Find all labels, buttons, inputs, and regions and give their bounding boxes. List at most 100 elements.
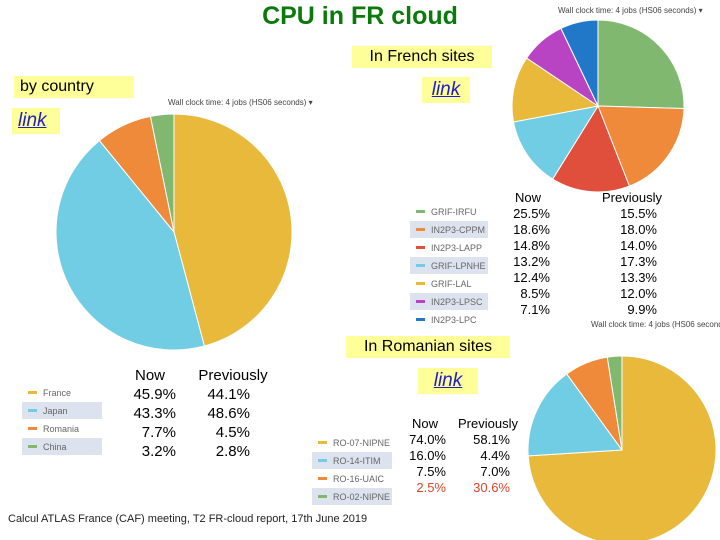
legend-swatch: [318, 495, 327, 498]
value-cell: 12.4%: [513, 270, 550, 285]
legend-item: GRIF-LPNHE: [410, 257, 488, 274]
column-header-previously: Previously: [602, 190, 662, 205]
country-prev-column: Previously 44.1% 48.6% 4.5% 2.8%: [193, 366, 273, 461]
value-cell: 2.5%: [416, 480, 446, 495]
legend-item: Romania: [22, 420, 102, 437]
value-cell: 17.3%: [620, 254, 657, 269]
pie-slice-france: [173, 113, 293, 347]
value-cell: 12.0%: [620, 286, 657, 301]
legend-item: Japan: [22, 402, 102, 419]
legend-item: IN2P3-LPC: [410, 311, 488, 328]
romanian-sites-legend: RO-07-NIPNE RO-14-ITIM RO-16-UAIC RO-02-NIP…: [312, 434, 392, 506]
romanian-prev-column: Previously 58.1% 4.4% 7.0% 30.6%: [452, 416, 524, 496]
value-cell: 44.1%: [207, 386, 250, 403]
legend-label: RO-02-NIPNE: [333, 491, 391, 502]
by-country-link[interactable]: link: [12, 108, 60, 134]
legend-label: GRIF-LAL: [431, 278, 472, 289]
legend-label: IN2P3-LAPP: [431, 242, 483, 253]
legend-item: GRIF-IRFU: [410, 203, 488, 220]
legend-label: France: [43, 387, 72, 398]
footer-text: Calcul ATLAS France (CAF) meeting, T2 FR…: [8, 513, 368, 525]
value-cell: 8.5%: [520, 286, 550, 301]
romanian-sites-pie-chart: [527, 355, 717, 540]
value-cell: 15.5%: [620, 206, 657, 221]
value-cell: 2.8%: [215, 443, 250, 460]
legend-swatch: [28, 445, 37, 448]
romanian-sites-label: In Romanian sites: [346, 336, 510, 358]
legend-label: GRIF-LPNHE: [431, 260, 486, 271]
pie-slice-in2p3-lpc: [560, 19, 599, 107]
pie-slice-grif-irfu: [597, 19, 685, 110]
french-sites-link[interactable]: link: [422, 77, 470, 103]
country-chart-caption: Wall clock time: 4 jobs (HS06 seconds) ▾: [168, 98, 313, 107]
legend-label: GRIF-IRFU: [431, 206, 477, 217]
legend-swatch: [318, 477, 327, 480]
pie-slice-in2p3-lapp: [551, 104, 631, 193]
pie-slice-china: [149, 113, 175, 233]
value-cell: 4.4%: [480, 448, 510, 463]
value-cell: 4.5%: [215, 424, 250, 441]
legend-swatch: [416, 210, 425, 213]
french-chart-caption: Wall clock time: 4 jobs (HS06 seconds) ▾: [558, 6, 703, 15]
legend-item: IN2P3-LPSC: [410, 293, 488, 310]
legend-swatch: [318, 441, 327, 444]
legend-item: France: [22, 384, 102, 401]
legend-label: RO-14-ITIM: [333, 455, 381, 466]
value-cell: 7.5%: [416, 464, 446, 479]
column-header-previously: Previously: [458, 416, 518, 431]
legend-swatch: [416, 282, 425, 285]
legend-swatch: [416, 318, 425, 321]
legend-label: RO-16-UAIC: [333, 473, 385, 484]
legend-label: China: [43, 441, 67, 452]
legend-label: IN2P3-CPPM: [431, 224, 486, 235]
legend-swatch: [28, 391, 37, 394]
value-cell: 48.6%: [207, 405, 250, 422]
value-cell: 9.9%: [627, 302, 657, 317]
legend-swatch: [416, 246, 425, 249]
value-cell: 74.0%: [409, 432, 446, 447]
legend-swatch: [28, 409, 37, 412]
legend-swatch: [318, 459, 327, 462]
french-sites-pie-chart: [511, 19, 685, 193]
value-cell: 7.1%: [520, 302, 550, 317]
value-cell: 18.6%: [513, 222, 550, 237]
french-prev-column: Previously 15.5% 18.0% 14.0% 17.3% 13.3% 12.0…: [596, 190, 668, 318]
legend-item: China: [22, 438, 102, 455]
legend-item: RO-14-ITIM: [312, 452, 392, 469]
pie-slice-in2p3-cppm: [597, 105, 685, 187]
value-cell: 16.0%: [409, 448, 446, 463]
value-cell: 7.7%: [141, 424, 176, 441]
value-cell: 14.8%: [513, 238, 550, 253]
legend-item: RO-16-UAIC: [312, 470, 392, 487]
value-cell: 13.2%: [513, 254, 550, 269]
romanian-sites-link[interactable]: link: [418, 368, 478, 394]
value-cell: 30.6%: [473, 480, 510, 495]
column-header-now: Now: [134, 367, 165, 384]
french-now-column: Now 25.5% 18.6% 14.8% 13.2% 12.4% 8.5% 7.1%: [505, 190, 551, 318]
value-cell: 45.9%: [133, 386, 176, 403]
value-cell: 18.0%: [620, 222, 657, 237]
country-now-column: Now 45.9% 43.3% 7.7% 3.2%: [124, 366, 176, 461]
country-legend: France Japan Romania China: [22, 384, 102, 456]
legend-item: IN2P3-CPPM: [410, 221, 488, 238]
value-cell: 7.0%: [480, 464, 510, 479]
legend-label: IN2P3-LPSC: [431, 296, 483, 307]
french-sites-legend: GRIF-IRFU IN2P3-CPPM IN2P3-LAPP GRIF-LPNHE G…: [410, 203, 488, 329]
legend-item: RO-02-NIPNE: [312, 488, 392, 505]
pie-slice-grif-lpnhe: [512, 105, 600, 180]
value-cell: 43.3%: [133, 405, 176, 422]
column-header-now: Now: [514, 190, 541, 205]
french-chart-caption-small: Wall clock time: 4 jobs (HS06 seconds) ▾: [591, 320, 720, 329]
legend-label: IN2P3-LPC: [431, 314, 477, 325]
pie-slice-ro-14-itim: [527, 373, 623, 457]
pie-slice-grif-lal: [511, 57, 600, 123]
page-title: CPU in FR cloud: [262, 2, 458, 30]
legend-item: IN2P3-LAPP: [410, 239, 488, 256]
by-country-label: by country: [14, 76, 134, 98]
legend-item: RO-07-NIPNE: [312, 434, 392, 451]
legend-swatch: [28, 427, 37, 430]
legend-label: RO-07-NIPNE: [333, 437, 391, 448]
pie-slice-japan: [55, 139, 206, 351]
value-cell: 3.2%: [141, 443, 176, 460]
